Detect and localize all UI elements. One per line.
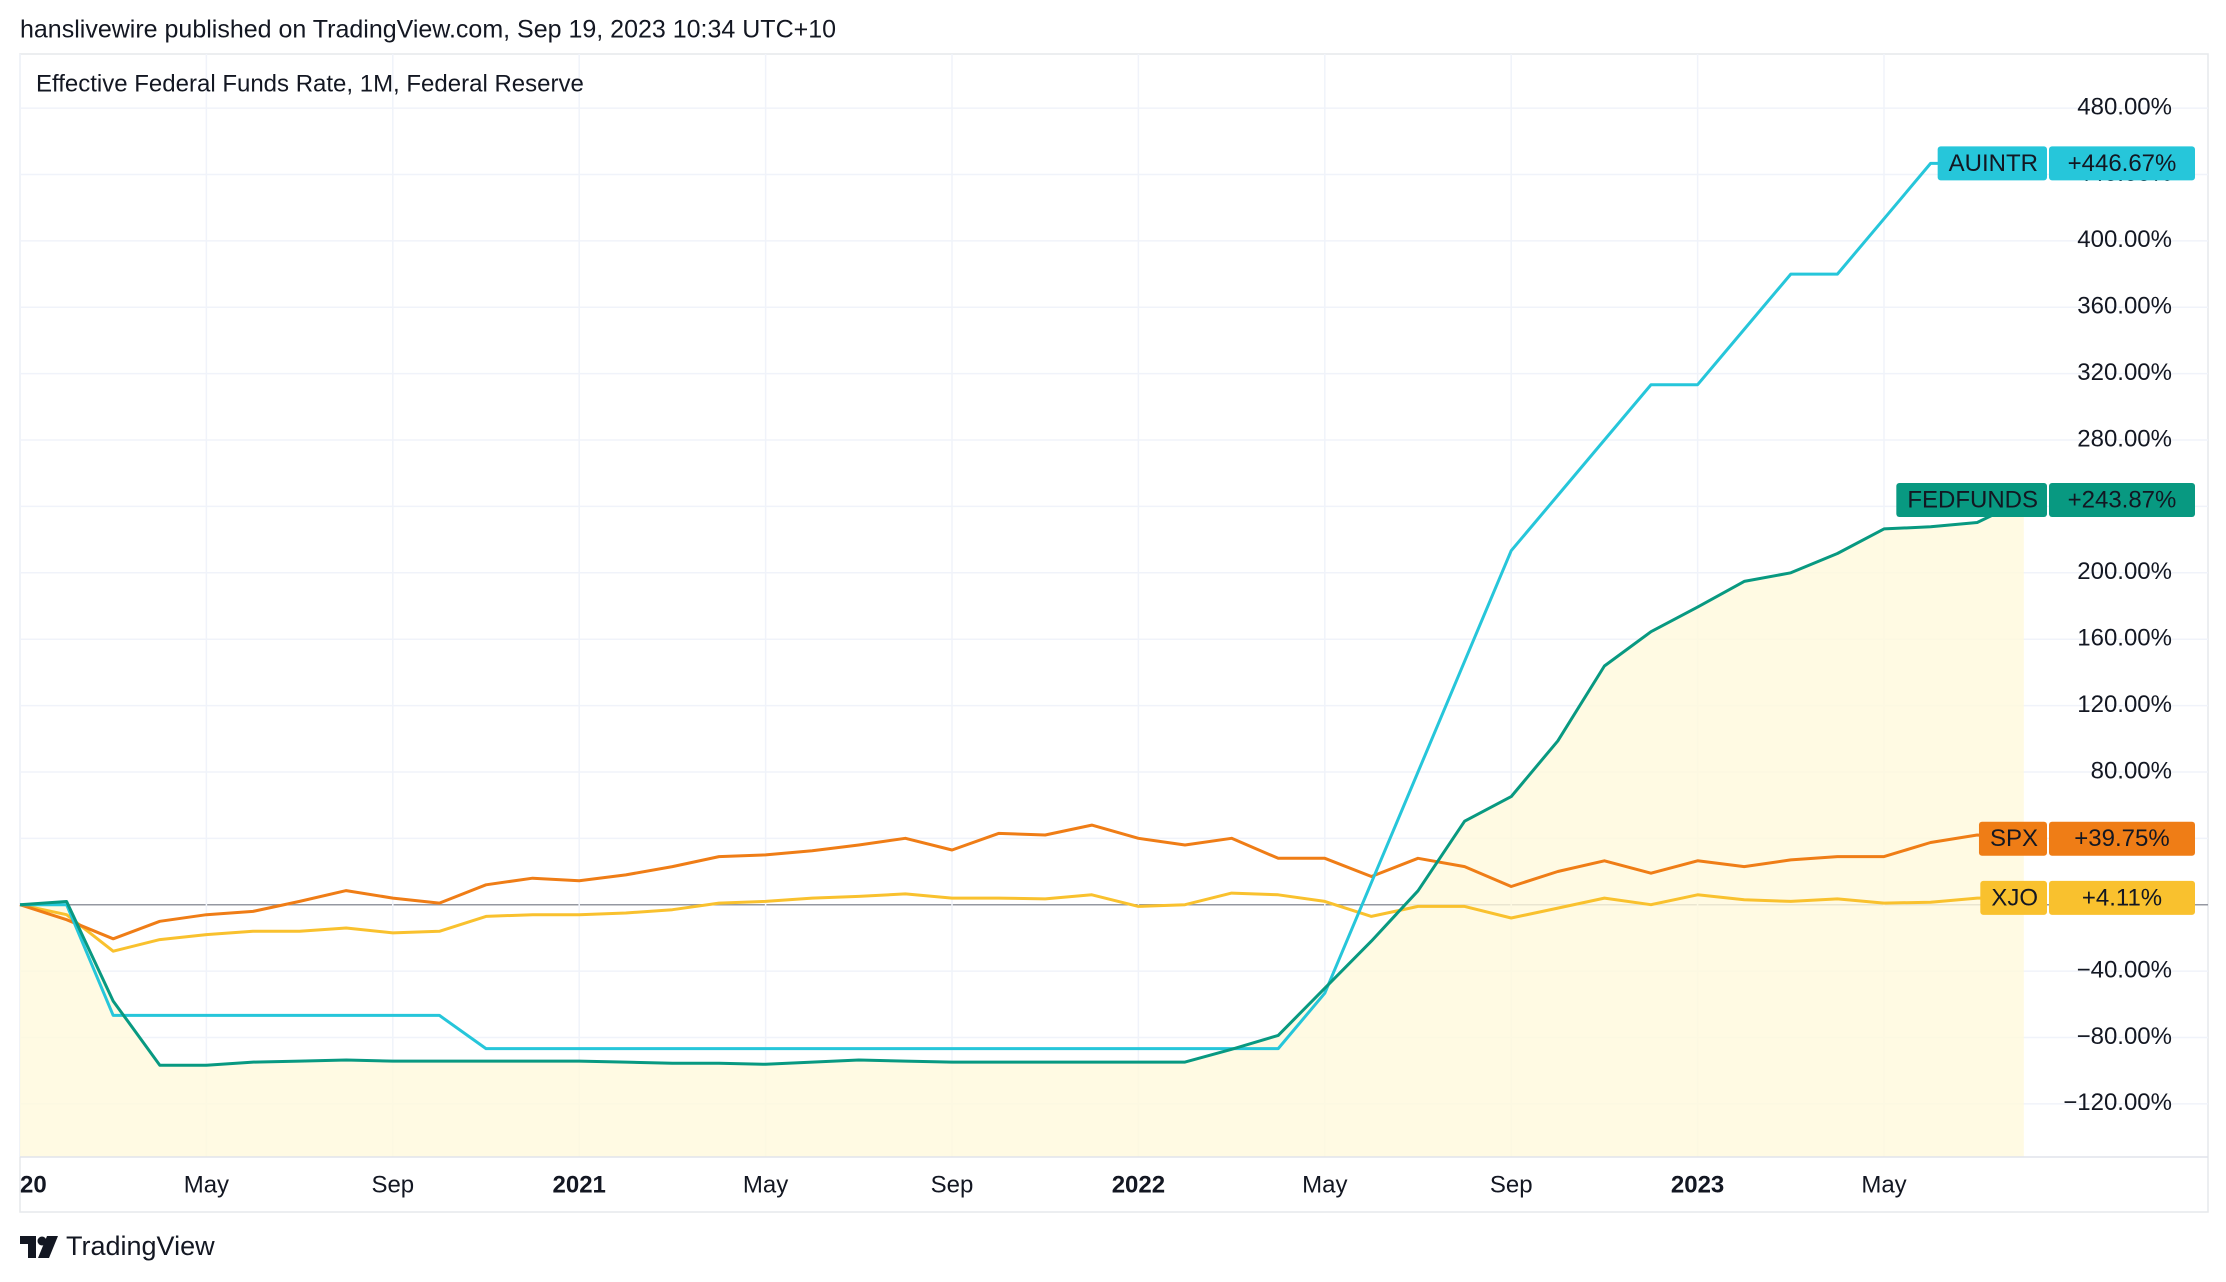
x-tick-label: 20 [20, 1171, 47, 1198]
series-name-badge-text: FEDFUNDS [1907, 486, 2038, 513]
badges: FEDFUNDS +243.87% AUINTR +446.67% SPX +39.75%… [1896, 146, 2195, 915]
value-badge-text: +39.75% [2074, 825, 2169, 852]
value-badge [2049, 880, 2195, 915]
y-tick-label: 480.00% [2077, 93, 2172, 120]
series-name-badge [1896, 482, 2047, 517]
x-tick-label: May [743, 1171, 788, 1198]
x-tick-label: Sep [931, 1171, 974, 1198]
y-tick-label: 120.00% [2077, 691, 2172, 718]
x-tick-label: May [184, 1171, 229, 1198]
value-badge [2049, 821, 2195, 856]
y-tick-label: 200.00% [2077, 558, 2172, 585]
chart-title: Effective Federal Funds Rate, 1M, Federa… [36, 70, 584, 97]
y-tick-label: 320.00% [2077, 359, 2172, 386]
series-name-badge [1980, 880, 2047, 915]
y-tick-label: −80.00% [2077, 1023, 2172, 1050]
x-tick-label: May [1861, 1171, 1906, 1198]
series-name-badge-text: SPX [1990, 825, 2038, 852]
x-tick-label: Sep [371, 1171, 414, 1198]
value-badge-text: +446.67% [2068, 150, 2177, 177]
publish-header: hanslivewire published on TradingView.co… [20, 16, 836, 44]
x-tick-label: 2023 [1671, 1171, 1724, 1198]
x-tick-label: 2021 [553, 1171, 606, 1198]
plot [19, 161, 2025, 1157]
y-tick-label: 80.00% [2091, 757, 2172, 784]
series-name-badge [1937, 146, 2047, 181]
series-line [19, 823, 2024, 941]
x-tick-label: 2022 [1112, 1171, 1165, 1198]
x-tick-label: Sep [1490, 1171, 1533, 1198]
y-tick-label: −120.00% [2063, 1089, 2172, 1116]
value-badge-text: +243.87% [2068, 486, 2177, 513]
series-line [19, 498, 2025, 1067]
y-tick-label: −40.00% [2077, 956, 2172, 983]
tradingview-logo [20, 1236, 58, 1258]
y-tick-label: 400.00% [2077, 226, 2172, 253]
y-tick-label: 280.00% [2077, 425, 2172, 452]
x-tick-label: May [1302, 1171, 1347, 1198]
series-line [20, 161, 2024, 1051]
y-tick-label: 160.00% [2077, 625, 2172, 652]
y-tick-label: 360.00% [2077, 293, 2172, 320]
series-area [20, 500, 2024, 1157]
footer-brand: TradingView [66, 1231, 215, 1261]
series-name-badge [1978, 821, 2047, 856]
value-badge [2049, 482, 2195, 517]
value-badge-text: +4.11% [2082, 884, 2162, 911]
value-badge [2049, 146, 2195, 181]
series-name-badge-text: AUINTR [1949, 150, 2038, 177]
series-line [19, 891, 2024, 953]
series-name-badge-text: XJO [1991, 884, 2038, 911]
